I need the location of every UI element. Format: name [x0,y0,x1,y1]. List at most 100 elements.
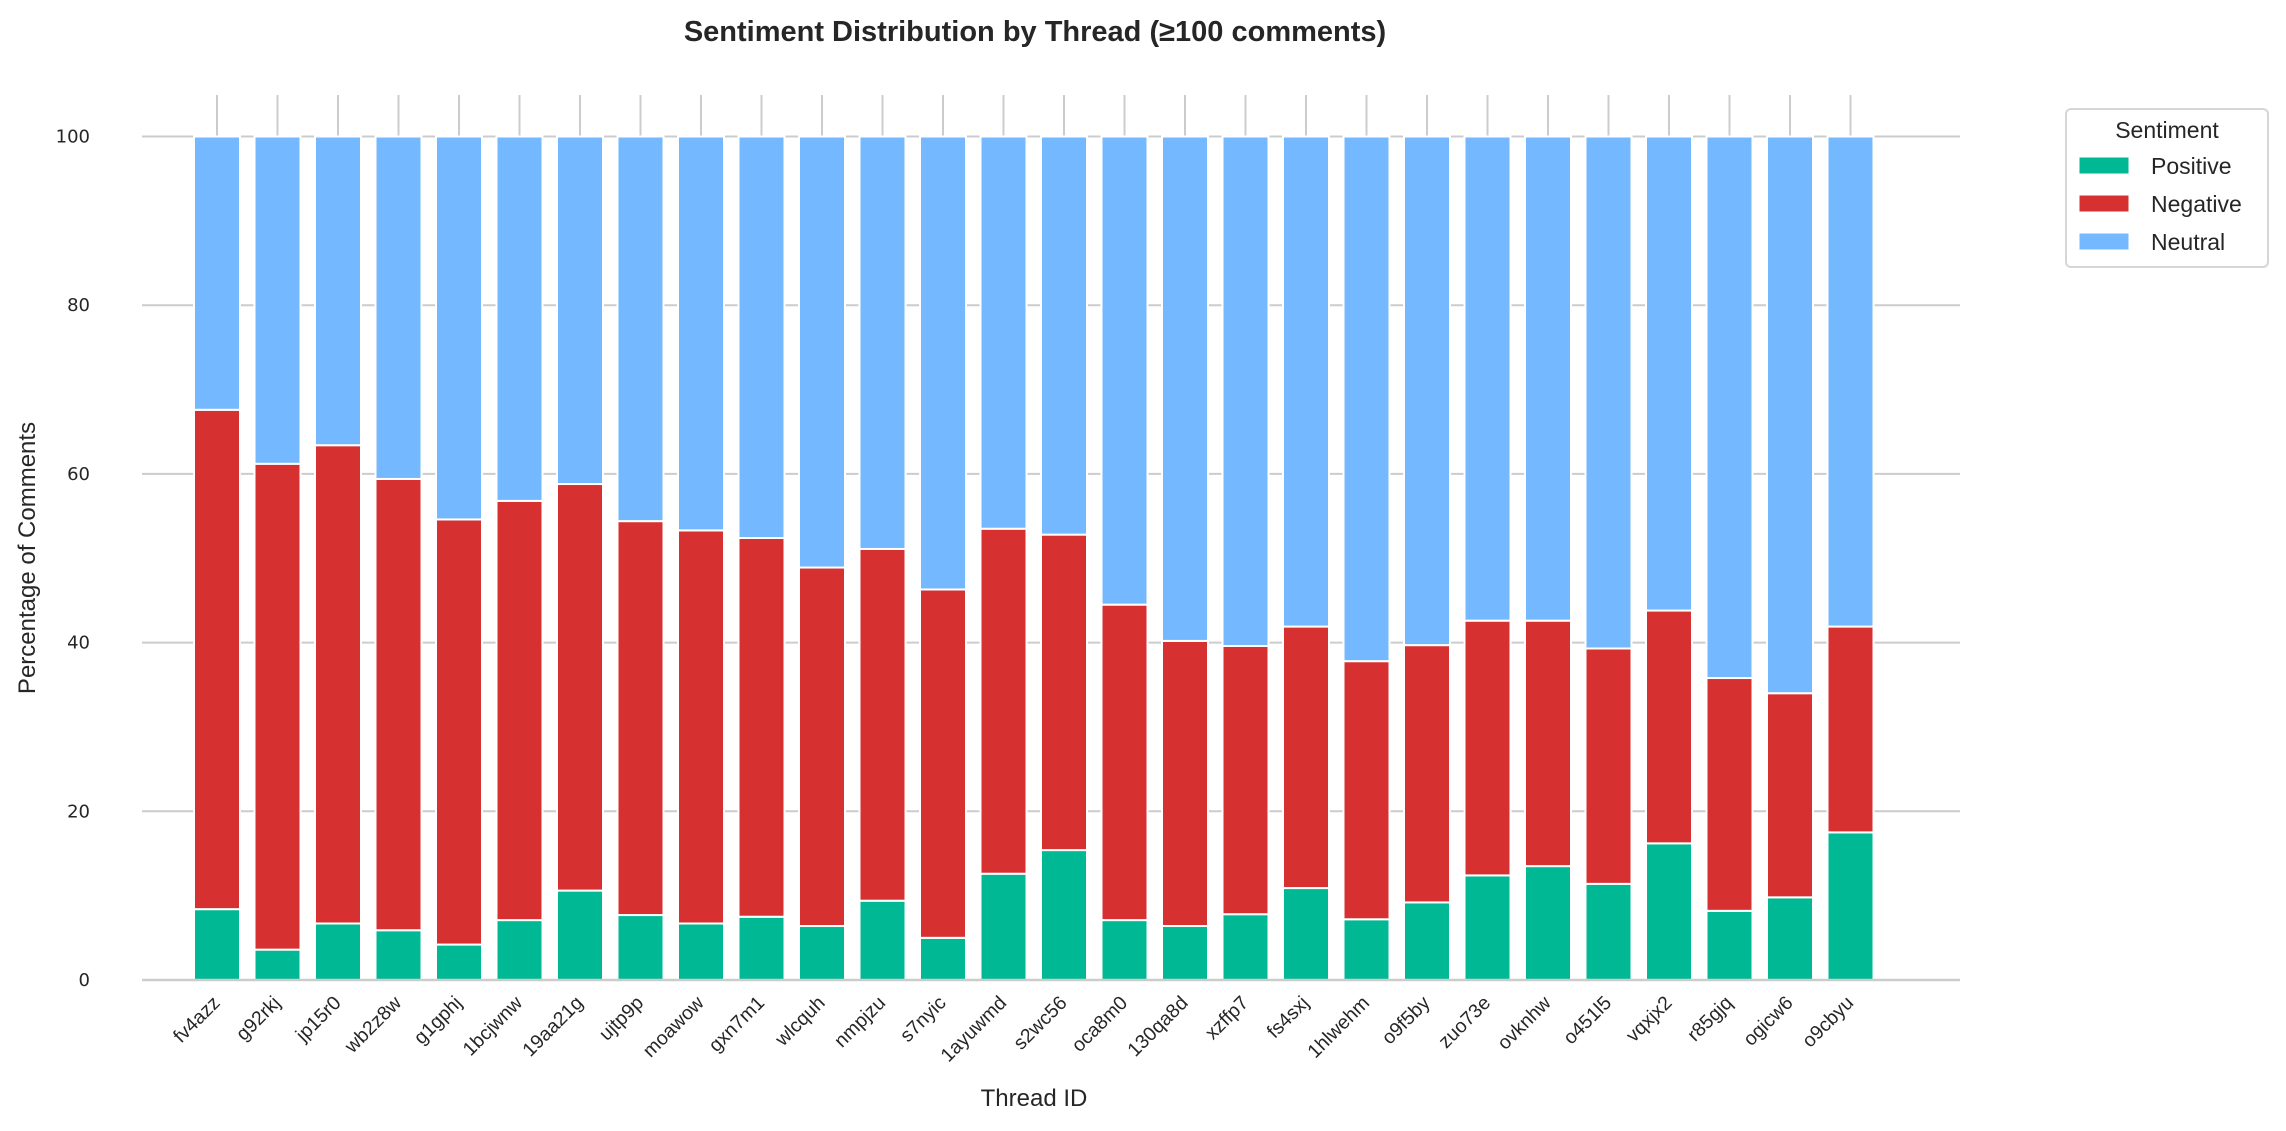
bar-segment-negative [556,483,604,892]
bar-segment-neutral [1826,135,1875,628]
bar-segment-negative [1524,619,1572,868]
bar-segment-neutral [616,135,665,523]
x-tick-label: 19aa21g [518,992,587,1061]
x-tick-label: o451l5 [1559,992,1616,1049]
bar-segment-negative [1161,639,1209,928]
bar-segment-neutral [253,135,302,465]
bar-segment-neutral [1040,135,1088,536]
bar-segment-negative [435,518,483,946]
bar-segment-neutral [1584,135,1633,650]
bar-segment-positive [1463,874,1512,982]
bar-segment-positive [314,922,362,981]
bar-segment-neutral [1645,135,1693,612]
x-tick-label: wb2z8w [340,991,407,1058]
legend-frame [2065,108,2269,268]
bar-segment-neutral [1705,135,1754,680]
bar-segment-neutral [1221,135,1270,647]
bar-segment-negative [919,588,967,939]
bar-segment-negative [979,527,1028,875]
bar-segment-positive [1221,913,1270,981]
y-tick-label: 0 [79,970,90,991]
bar-segment-negative [798,566,846,928]
bar-segment-positive [253,948,302,981]
bar-segment-neutral [1100,135,1149,606]
bar-segment-positive [495,919,544,982]
bar-segment-neutral [314,135,362,447]
x-tick-label: s2wc56 [1009,992,1071,1054]
x-tick-label: oca8m0 [1067,992,1132,1057]
bar-segment-positive [1282,887,1330,981]
x-axis-label: Thread ID [981,1085,1088,1112]
bar-segment-positive [1100,919,1149,982]
x-tick-label: r85gjq [1683,992,1737,1046]
bar-segment-negative [374,477,423,932]
x-tick-label: zuo73e [1434,992,1495,1053]
y-tick-label: 40 [67,633,90,654]
x-tick-label: 1ayuwmd [936,992,1011,1067]
x-tick-label: vqxjx2 [1622,992,1677,1047]
bar-segment-neutral [798,135,846,569]
bar-segment-negative [1463,619,1512,877]
x-tick-label: g1gphj [410,992,467,1049]
x-tick-label: g92rkj [232,992,285,1045]
y-axis-ticks: 0 20 40 60 80 100 [56,127,90,992]
x-tick-label: 1hlwehm [1303,992,1374,1063]
bar-segment-neutral [737,135,786,540]
bar-segment-positive [435,943,483,981]
x-tick-label: 1bcjwnw [459,991,528,1060]
legend-label-negative: Negative [2151,191,2242,217]
bar-segment-positive [1766,896,1814,981]
bar-segment-positive [979,872,1028,981]
bar-segment-positive [1705,909,1754,982]
x-tick-label: o9cbyu [1798,992,1858,1052]
bar-segment-positive [919,936,967,982]
bar-segment-negative [253,462,302,951]
bar-segment-positive [1342,918,1391,982]
y-tick-label: 20 [67,801,90,822]
bar-segment-positive [1040,849,1088,982]
bar-segment-positive [1584,882,1633,981]
y-tick-label: 60 [67,464,90,485]
bar-segment-positive [193,908,241,981]
bar-segment-positive [374,929,423,982]
x-tick-label: 130qa8d [1123,992,1192,1061]
bar-segment-negative [495,499,544,922]
bar-segment-negative [737,537,786,918]
bar-segment-negative [1040,533,1088,852]
legend-title: Sentiment [2115,117,2219,143]
bar-segment-neutral [435,135,483,521]
bar-segment-positive [616,914,665,981]
bar-segment-positive [1645,842,1693,982]
bar-segment-positive [556,889,604,981]
bar-segment-positive [858,899,907,981]
bar-segment-negative [1221,644,1270,916]
bar-segment-negative [1826,625,1875,834]
x-tick-label: fs4sxj [1263,992,1314,1043]
x-tick-label: o9f5by [1378,992,1435,1049]
x-tick-label: jp15r0 [291,992,346,1047]
bar-segment-neutral [495,135,544,502]
x-tick-label: ujtp9p [595,992,648,1045]
bar-segment-negative [193,408,241,911]
bar-segment-positive [1161,925,1209,981]
bar-segment-positive [1524,865,1572,981]
bar-segment-positive [1826,831,1875,982]
bar-segment-neutral [193,135,241,411]
bar-segment-neutral [1524,135,1572,622]
bar-segment-neutral [919,135,967,591]
legend-swatch-positive [2078,156,2130,175]
bar-segment-negative [1766,692,1814,899]
bar-segment-neutral [1463,135,1512,622]
bar-segment-negative [1282,625,1330,890]
bar-segment-negative [1342,660,1391,921]
x-tick-label: xzffp7 [1201,992,1253,1044]
legend-label-neutral: Neutral [2151,229,2225,255]
y-tick-label: 100 [56,127,90,148]
x-tick-label: fv4azz [169,992,224,1047]
bar-segment-negative [858,547,907,902]
bar-segment-negative [1403,644,1451,904]
bar-segment-negative [1584,647,1633,885]
bar-segment-positive [1403,901,1451,982]
